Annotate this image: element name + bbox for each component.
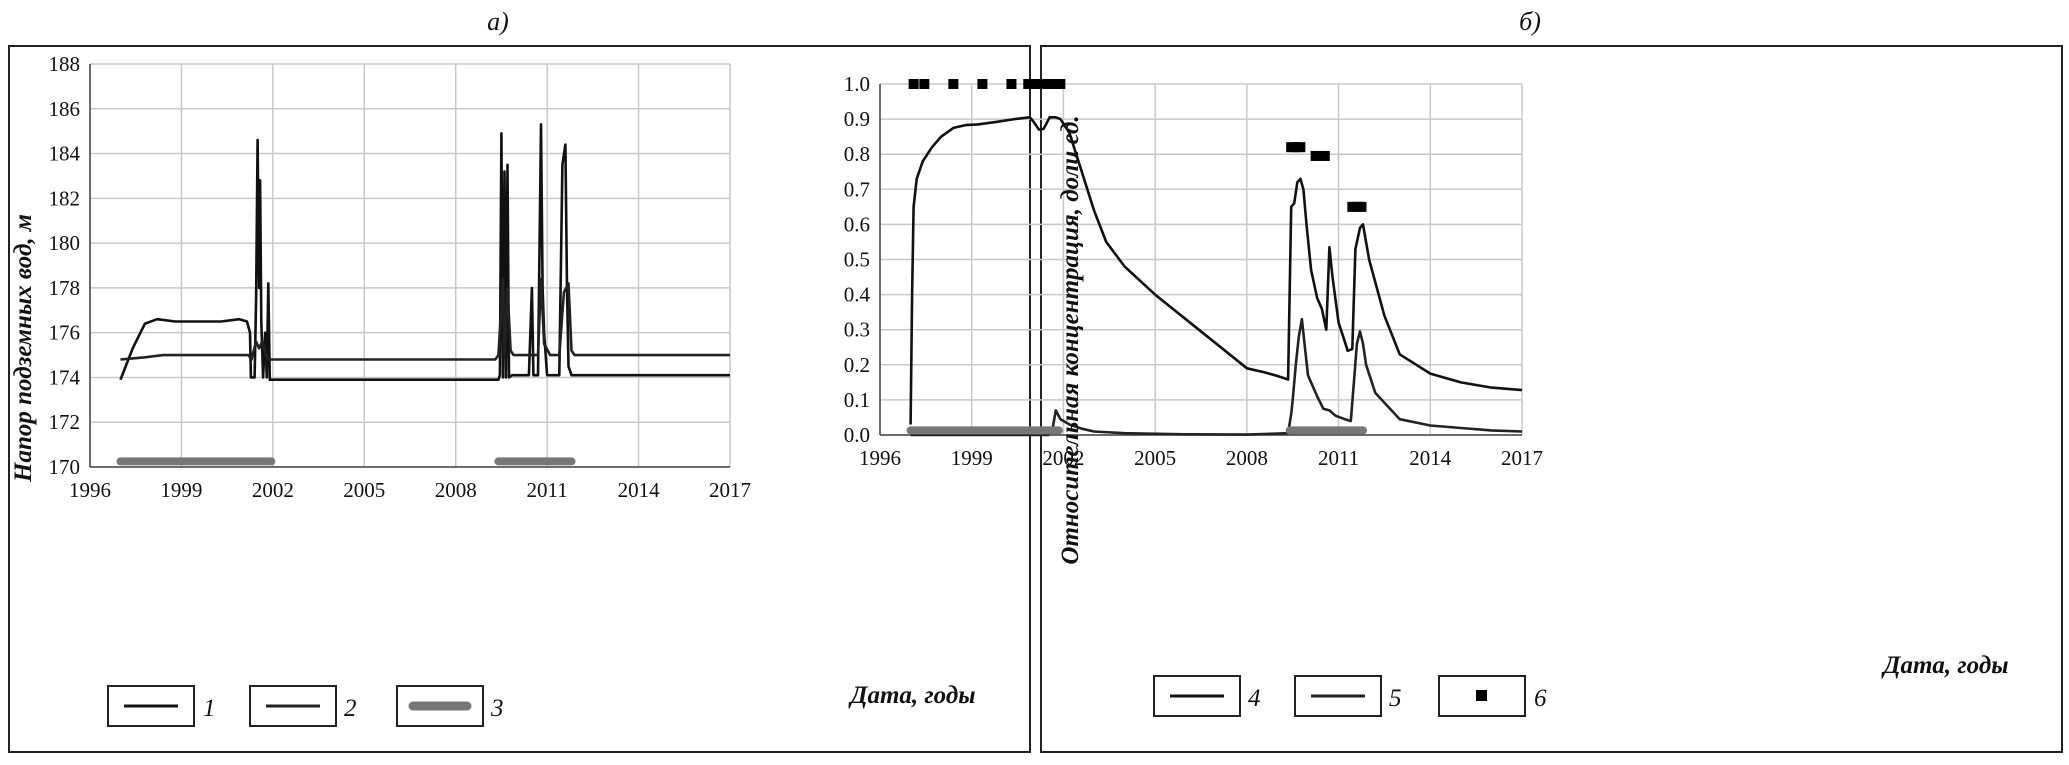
x-tick-label: 2017	[1501, 446, 1543, 470]
chart-b-y-label: Относительная концентрация, доли ед.	[1057, 115, 1084, 564]
chart-b-frame	[1040, 45, 2063, 753]
chart-a-plot-area	[116, 123, 730, 466]
y-tick-label: 178	[49, 276, 81, 300]
x-tick-label: 1996	[69, 478, 111, 502]
series-2-a-line	[120, 277, 730, 361]
chart-b-title: б)	[1519, 7, 1541, 36]
x-tick-label: 2014	[618, 478, 661, 502]
y-tick-label: 188	[49, 52, 81, 76]
x-tick-label: 1996	[859, 446, 901, 470]
x-tick-label: 1999	[160, 478, 202, 502]
y-tick-label: 0.2	[844, 353, 870, 377]
chart-a-frame	[8, 45, 1031, 753]
y-tick-label: 0.1	[844, 388, 870, 412]
legend-b-label-6: 6	[1534, 685, 1547, 712]
x-tick-label: 2005	[1134, 446, 1176, 470]
y-tick-label: 0.0	[844, 423, 870, 447]
chart-a: а) 1996 1999 2002 2005 2008 2011 2014 2017 170 17…	[8, 7, 1031, 753]
y-tick-label: 0.4	[844, 283, 871, 307]
x-tick-label: 2017	[709, 478, 751, 502]
legend-b-label-5: 5	[1389, 685, 1402, 712]
series-6-b-point	[1356, 201, 1367, 212]
chart-a-ticks: 1996 1999 2002 2005 2008 2011 2014 2017 170 172 17…	[49, 52, 752, 502]
x-tick-label: 1999	[951, 446, 993, 470]
chart-b-legend: 4 5 6	[1153, 675, 1547, 717]
y-tick-label: 0.7	[844, 177, 870, 201]
chart-a-legend: 1 2 3	[107, 685, 504, 727]
legend-b-swatch-6	[1476, 690, 1487, 701]
y-tick-label: 0.5	[844, 248, 870, 272]
y-tick-label: 172	[49, 410, 81, 434]
y-tick-label: 184	[49, 142, 81, 166]
x-tick-label: 2002	[1042, 446, 1084, 470]
series-5-b-line	[910, 317, 1523, 437]
y-tick-label: 174	[49, 365, 81, 389]
series-4-b-line	[909, 116, 1523, 425]
legend-a-item-1: 1	[107, 685, 216, 727]
series-6-b-point	[1295, 142, 1306, 153]
series-6-b-point	[919, 79, 930, 89]
y-tick-label: 1.0	[844, 72, 870, 96]
series-6-b-point	[1006, 79, 1017, 89]
chart-a-x-label: Дата, годы	[848, 682, 975, 709]
chart-a-y-label: Напор подземных вод, м	[10, 214, 37, 483]
y-tick-label: 0.9	[844, 107, 870, 131]
x-tick-label: 2011	[1318, 446, 1359, 470]
series-6-b-point	[948, 79, 959, 89]
x-tick-label: 2008	[1226, 446, 1268, 470]
chart-b: б) 1996 1999 2002 2005 2008 2011 2014 2017 0.0 0.…	[844, 7, 2063, 753]
x-tick-label: 2011	[527, 478, 568, 502]
x-tick-label: 2014	[1409, 446, 1452, 470]
y-tick-label: 182	[49, 186, 81, 210]
y-tick-label: 176	[49, 321, 81, 345]
legend-b-label-4: 4	[1248, 685, 1261, 712]
y-tick-label: 186	[49, 97, 81, 121]
legend-a-label-3: 3	[490, 695, 504, 722]
chart-a-grid	[89, 63, 731, 468]
y-tick-label: 0.6	[844, 212, 870, 236]
x-tick-label: 2005	[343, 478, 385, 502]
legend-a-item-2: 2	[249, 685, 357, 727]
series-1-a-line	[119, 123, 730, 382]
series-6-b-point	[977, 79, 988, 89]
chart-b-x-label: Дата, годы	[1881, 652, 2008, 679]
legend-b-item-4: 4	[1153, 675, 1261, 717]
legend-a-label-1: 1	[203, 695, 216, 722]
legend-a-label-2: 2	[344, 695, 357, 722]
series-6-b-point	[1055, 79, 1066, 89]
x-tick-label: 2008	[435, 478, 477, 502]
y-tick-label: 0.3	[844, 318, 870, 342]
y-tick-label: 170	[49, 455, 81, 479]
x-tick-label: 2002	[252, 478, 294, 502]
y-tick-label: 0.8	[844, 142, 870, 166]
chart-a-title: а)	[487, 7, 509, 36]
chart-b-ticks: 1996 1999 2002 2005 2008 2011 2014 2017 0.0 0.1 0.…	[844, 72, 1543, 470]
legend-a-item-3: 3	[396, 685, 504, 727]
legend-b-item-6: 6	[1438, 675, 1547, 717]
series-6-b-point	[908, 79, 919, 89]
legend-b-item-5: 5	[1294, 675, 1402, 717]
series-6-b-point	[1310, 150, 1321, 161]
y-tick-label: 180	[49, 231, 81, 255]
chart-b-plot-area	[906, 79, 1523, 437]
series-6-b-point	[1319, 150, 1330, 161]
series-6-b-point	[1023, 79, 1034, 89]
